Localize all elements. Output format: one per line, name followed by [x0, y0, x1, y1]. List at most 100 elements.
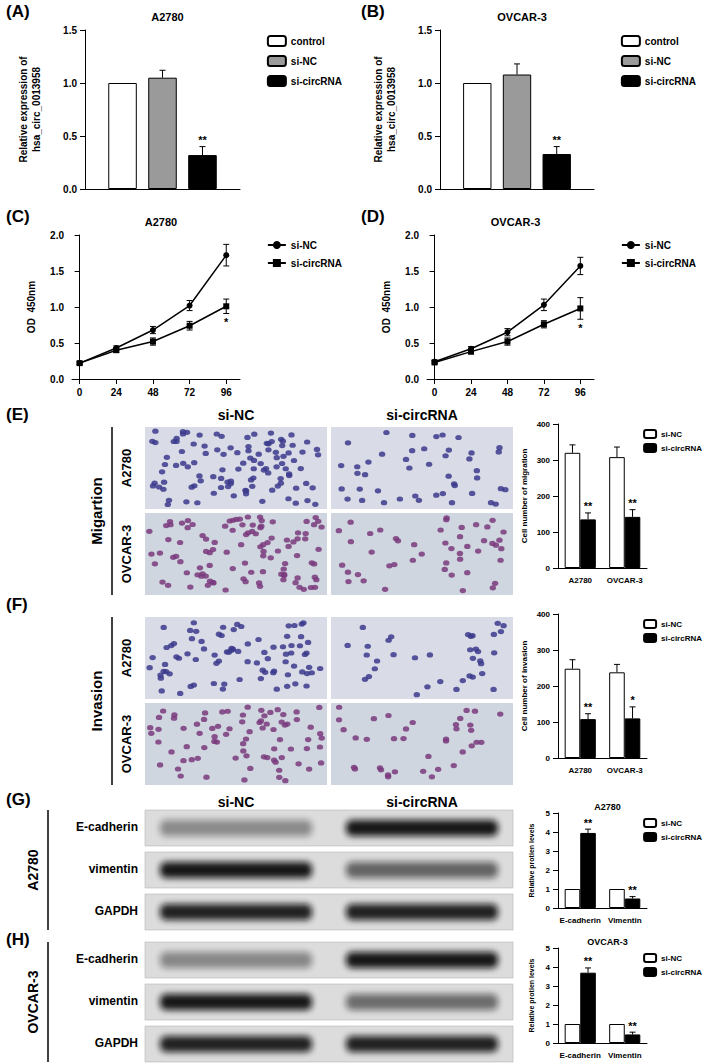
svg-text:0: 0 — [546, 1039, 551, 1048]
svg-text:0: 0 — [77, 387, 83, 398]
svg-text:**: ** — [584, 817, 593, 829]
svg-text:A2780: A2780 — [119, 449, 134, 487]
svg-text:0.5: 0.5 — [50, 338, 64, 349]
svg-text:si-NC: si-NC — [645, 56, 671, 67]
svg-text:si-NC: si-NC — [661, 430, 682, 439]
svg-text:72: 72 — [184, 387, 196, 398]
svg-text:Relative protien levels: Relative protien levels — [528, 823, 536, 897]
svg-text:si-NC: si-NC — [661, 954, 682, 963]
svg-text:si-circRNA: si-circRNA — [645, 258, 696, 269]
svg-text:control: control — [645, 36, 679, 47]
svg-text:**: ** — [584, 500, 593, 512]
svg-text:1.5: 1.5 — [63, 25, 77, 36]
svg-text:control: control — [291, 36, 325, 47]
svg-text:E-cadherin: E-cadherin — [76, 952, 138, 966]
svg-text:0: 0 — [546, 904, 551, 913]
svg-text:Cell number of migration: Cell number of migration — [520, 449, 529, 544]
svg-text:A2780: A2780 — [145, 216, 177, 228]
svg-text:Relative protien levels: Relative protien levels — [528, 958, 536, 1032]
svg-text:si-circRNA: si-circRNA — [386, 407, 458, 423]
svg-text:0.5: 0.5 — [418, 131, 432, 142]
svg-text:si-circRNA: si-circRNA — [386, 794, 458, 810]
svg-text:OD 450nm: OD 450nm — [381, 281, 392, 333]
svg-text:*: * — [224, 316, 229, 328]
svg-text:E-cadherin: E-cadherin — [76, 820, 138, 834]
svg-text:si-circRNA: si-circRNA — [291, 76, 342, 87]
svg-text:0.0: 0.0 — [418, 184, 432, 195]
svg-text:1.0: 1.0 — [405, 302, 419, 313]
svg-text:48: 48 — [502, 387, 514, 398]
svg-text:*: * — [630, 694, 635, 706]
svg-text:96: 96 — [575, 387, 587, 398]
svg-text:OD 450nm: OD 450nm — [26, 281, 37, 333]
svg-text:1.0: 1.0 — [418, 78, 432, 89]
svg-text:1.5: 1.5 — [418, 25, 432, 36]
svg-text:si-NC: si-NC — [661, 819, 682, 828]
svg-text:vimentin: vimentin — [89, 994, 138, 1008]
svg-text:100: 100 — [537, 528, 551, 537]
svg-text:**: ** — [584, 955, 593, 967]
svg-text:5: 5 — [546, 809, 551, 818]
svg-text:OVCAR-3: OVCAR-3 — [587, 937, 628, 947]
svg-text:*: * — [578, 322, 583, 334]
svg-text:si-NC: si-NC — [291, 240, 317, 251]
svg-text:300: 300 — [537, 646, 551, 655]
svg-text:si-circRNA: si-circRNA — [661, 444, 702, 453]
svg-text:A2780: A2780 — [594, 802, 621, 812]
svg-text:3: 3 — [546, 847, 551, 856]
svg-text:Relative expression of: Relative expression of — [18, 56, 29, 163]
svg-text:4: 4 — [546, 963, 551, 972]
svg-text:4: 4 — [546, 828, 551, 837]
svg-text:2.0: 2.0 — [405, 230, 419, 241]
svg-text:Relative expression of: Relative expression of — [373, 56, 384, 163]
svg-text:Invasion: Invasion — [88, 671, 105, 732]
svg-text:si-circRNA: si-circRNA — [645, 76, 696, 87]
svg-text:A2780: A2780 — [25, 849, 41, 890]
svg-text:si-circRNA: si-circRNA — [661, 634, 702, 643]
svg-text:OVCAR-3: OVCAR-3 — [607, 766, 644, 775]
svg-text:Vimentin: Vimentin — [608, 1051, 642, 1060]
svg-text:400: 400 — [537, 420, 551, 429]
svg-text:Vimentin: Vimentin — [608, 916, 642, 925]
svg-text:**: ** — [628, 1020, 637, 1032]
svg-text:OVCAR-3: OVCAR-3 — [25, 970, 41, 1033]
svg-text:A2780: A2780 — [568, 576, 592, 585]
svg-text:1.5: 1.5 — [50, 266, 64, 277]
svg-text:2: 2 — [546, 1001, 551, 1010]
svg-text:vimentin: vimentin — [89, 862, 138, 876]
svg-text:3: 3 — [546, 982, 551, 991]
svg-text:Cell number of invasion: Cell number of invasion — [520, 641, 529, 732]
svg-text:A2780: A2780 — [119, 639, 134, 677]
svg-text:GAPDH: GAPDH — [95, 904, 138, 918]
svg-text:96: 96 — [221, 387, 233, 398]
svg-text:2: 2 — [546, 866, 551, 875]
svg-text:OVCAR-3: OVCAR-3 — [607, 576, 644, 585]
svg-text:si-circRNA: si-circRNA — [661, 833, 702, 842]
svg-text:E-cadherin: E-cadherin — [560, 1051, 601, 1060]
svg-text:**: ** — [628, 884, 637, 896]
svg-text:A2780: A2780 — [151, 11, 183, 23]
svg-text:0.0: 0.0 — [50, 374, 64, 385]
svg-text:OVCAR-3: OVCAR-3 — [119, 715, 134, 774]
svg-text:si-NC: si-NC — [661, 620, 682, 629]
svg-text:si-circRNA: si-circRNA — [661, 968, 702, 977]
svg-text:**: ** — [552, 134, 561, 146]
svg-text:72: 72 — [538, 387, 550, 398]
svg-text:0: 0 — [546, 754, 551, 763]
svg-text:2.0: 2.0 — [50, 230, 64, 241]
svg-text:E-cadherin: E-cadherin — [560, 916, 601, 925]
svg-text:24: 24 — [111, 387, 123, 398]
svg-text:1: 1 — [546, 1020, 551, 1029]
svg-text:5: 5 — [546, 944, 551, 953]
svg-text:OVCAR-3: OVCAR-3 — [119, 525, 134, 584]
svg-text:200: 200 — [537, 492, 551, 501]
svg-text:si-NC: si-NC — [645, 240, 671, 251]
svg-text:**: ** — [198, 134, 207, 146]
svg-text:100: 100 — [537, 718, 551, 727]
svg-text:48: 48 — [147, 387, 159, 398]
svg-text:0.0: 0.0 — [63, 184, 77, 195]
svg-text:Migartion: Migartion — [88, 477, 105, 545]
svg-text:si-circRNA: si-circRNA — [291, 258, 342, 269]
svg-text:**: ** — [628, 497, 637, 509]
svg-text:**: ** — [584, 701, 593, 713]
